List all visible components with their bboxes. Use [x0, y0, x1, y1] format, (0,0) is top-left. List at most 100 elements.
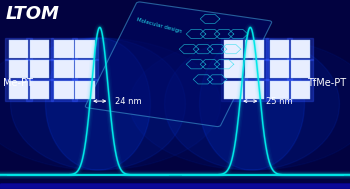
Bar [0, 187, 350, 189]
Bar [0, 186, 350, 189]
Bar [0, 186, 350, 188]
Bar [0, 186, 350, 188]
Bar [287, 59, 313, 80]
Bar [0, 184, 350, 187]
Ellipse shape [46, 38, 150, 170]
Bar [0, 186, 350, 189]
Bar [0, 185, 350, 187]
Ellipse shape [199, 38, 304, 170]
Bar [0, 186, 350, 188]
Bar [0, 186, 350, 189]
Bar [0, 185, 350, 187]
Bar [51, 79, 77, 101]
Bar [270, 81, 289, 99]
Bar [266, 79, 292, 101]
Ellipse shape [10, 38, 186, 170]
Bar [0, 185, 350, 187]
Bar [72, 59, 98, 80]
Bar [0, 187, 350, 189]
Bar [0, 187, 350, 189]
Bar [287, 79, 313, 101]
Bar [241, 59, 268, 80]
Bar [9, 81, 28, 99]
Bar [0, 186, 350, 189]
Bar [0, 186, 350, 188]
Bar [75, 40, 94, 58]
Bar [0, 185, 350, 188]
Bar [0, 185, 350, 187]
Bar [0, 184, 350, 187]
Bar [54, 40, 74, 58]
Bar [5, 79, 32, 101]
Bar [290, 40, 310, 58]
Bar [287, 38, 313, 60]
Bar [0, 184, 350, 187]
Bar [0, 184, 350, 187]
Bar [0, 185, 350, 188]
Bar [245, 40, 264, 58]
Bar [9, 60, 28, 78]
Bar [270, 60, 289, 78]
Bar [0, 184, 350, 187]
Bar [54, 60, 74, 78]
Bar [9, 40, 28, 58]
Bar [0, 184, 350, 187]
Bar [0, 185, 350, 187]
Bar [0, 185, 350, 187]
Bar [0, 186, 350, 188]
Text: 25 nm: 25 nm [266, 97, 292, 106]
Bar [0, 186, 350, 188]
Bar [0, 185, 350, 188]
Bar [0, 185, 350, 187]
Bar [0, 185, 350, 187]
Bar [0, 186, 350, 188]
Bar [5, 59, 32, 80]
Bar [0, 185, 350, 187]
Bar [0, 186, 350, 188]
Bar [0, 185, 350, 187]
Bar [0, 186, 350, 188]
Bar [0, 187, 350, 189]
Bar [0, 186, 350, 188]
Bar [0, 187, 350, 189]
Bar [266, 38, 292, 60]
Bar [220, 59, 247, 80]
Bar [0, 187, 350, 189]
Bar [245, 60, 264, 78]
Bar [220, 38, 247, 60]
Bar [0, 186, 350, 189]
Bar [0, 185, 350, 187]
Bar [75, 60, 94, 78]
Text: 24 nm: 24 nm [115, 97, 141, 106]
Bar [0, 186, 350, 188]
Bar [224, 40, 243, 58]
Bar [0, 185, 350, 187]
Bar [0, 186, 350, 188]
Bar [51, 59, 77, 80]
Bar [0, 185, 350, 187]
Bar [0, 186, 350, 189]
FancyBboxPatch shape [85, 2, 272, 127]
Bar [72, 38, 98, 60]
Bar [0, 186, 350, 188]
Bar [0, 186, 350, 188]
Bar [0, 184, 350, 187]
Bar [0, 186, 350, 189]
Bar [75, 81, 94, 99]
Bar [0, 186, 350, 188]
Bar [0, 186, 350, 189]
Bar [0, 187, 350, 189]
Bar [26, 79, 52, 101]
Bar [0, 185, 350, 187]
Bar [26, 38, 52, 60]
Bar [0, 185, 350, 187]
Bar [0, 186, 350, 188]
Bar [30, 40, 49, 58]
Bar [5, 38, 32, 60]
Bar [0, 185, 350, 187]
Bar [0, 186, 350, 188]
Bar [0, 186, 350, 188]
Ellipse shape [130, 38, 350, 170]
Bar [0, 185, 350, 187]
Ellipse shape [164, 38, 340, 170]
